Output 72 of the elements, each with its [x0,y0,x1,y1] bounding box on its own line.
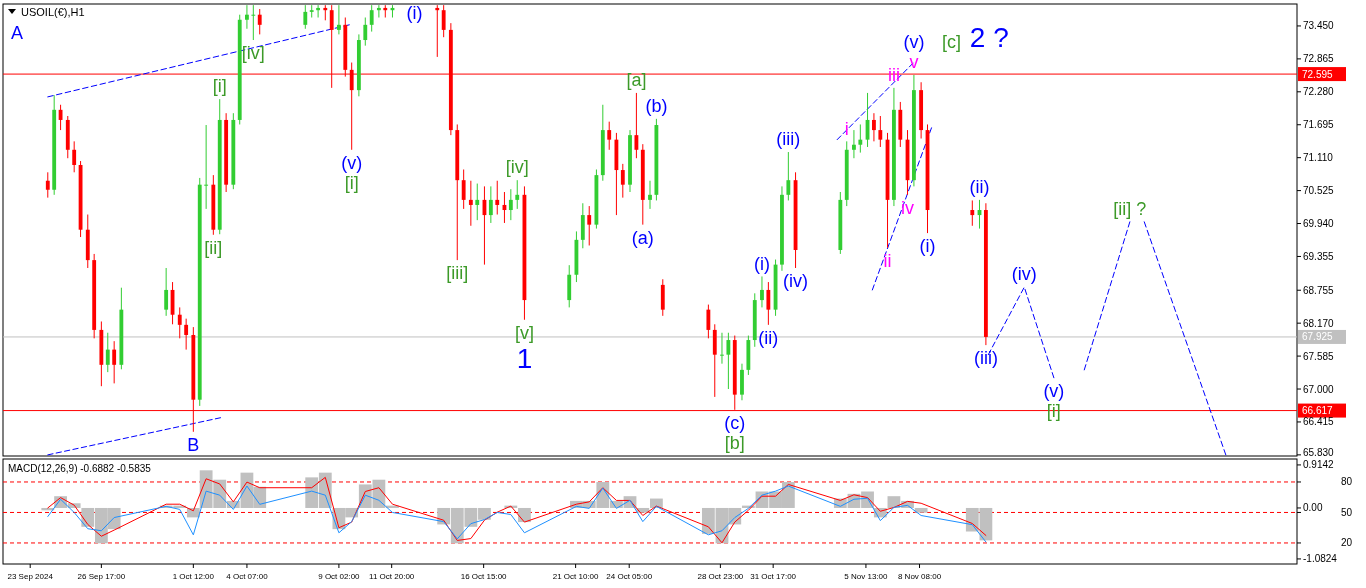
y-tick-label: -1.0824 [1303,553,1338,565]
annotation: (b) [645,96,668,117]
y2-tick-label: 50 [1341,506,1353,518]
annotation: [c] [942,32,962,53]
y-tick-label: 0.9142 [1303,459,1335,471]
y-tick-label: 67.585 [1303,350,1335,362]
annotation: (i) [753,253,770,274]
x-tick-label: 23 Sep 2024 [7,571,54,581]
x-tick-label: 24 Oct 05:00 [606,571,653,581]
y2-tick-label: 80 [1341,476,1353,488]
chart-title: MACD(12,26,9) -0.6882 -0.5835 [8,462,152,474]
annotation: [iii] [446,263,469,284]
annotation: [ii] [204,238,223,259]
y-tick-label: 70.525 [1303,185,1335,197]
annotation: i [844,118,849,139]
annotation: (iii) [973,348,998,369]
annotation: v [909,52,919,73]
annotation: (iv) [1011,264,1037,285]
y-tick-label: 69.940 [1303,218,1335,230]
x-tick-label: 11 Oct 20:00 [369,571,415,581]
annotation: (i) [919,236,936,257]
annotation: [a] [626,70,647,91]
annotation: (v) [1043,381,1065,402]
annotation: [i] [344,173,359,194]
annotation: [b] [724,433,745,454]
y2-tick-label: 20 [1341,537,1353,549]
x-tick-label: 9 Oct 02:00 [318,571,361,581]
annotation: (iii) [776,129,801,150]
x-tick-label: 28 Oct 23:00 [697,571,744,581]
x-tick-label: 16 Oct 15:00 [460,571,508,581]
y-tick-label: 72.280 [1303,86,1335,98]
annotation: [i] [212,76,227,97]
y-tick-label: 68.170 [1303,317,1335,329]
annotation: ii [883,251,892,272]
y-tick-label: 65.830 [1303,446,1335,458]
annotation: [v] [514,323,534,344]
annotation: (iv) [783,271,809,292]
x-tick-label: 8 Nov 08:00 [897,571,942,581]
annotation: (v) [341,153,363,174]
annotation: [iv] [505,157,529,178]
y-tick-label: 71.695 [1303,119,1335,131]
y-tick-label: 0.00 [1303,502,1323,514]
y-tick-label: 68.755 [1303,284,1335,296]
annotation: [ii] ? [1113,199,1147,220]
x-tick-label: 1 Oct 12:00 [172,571,215,581]
annotation: B [187,435,200,456]
annotation: (ii) [969,177,990,198]
x-tick-label: 31 Oct 17:00 [750,571,797,581]
y-tick-label: 66.415 [1303,416,1335,428]
ref-line-label: 72.595 [1302,68,1334,80]
annotation: (ii) [758,328,779,349]
y-tick-label: 73.450 [1303,20,1335,32]
ref-line-label: 66.617 [1302,405,1334,417]
y-tick-label: 67.000 [1303,383,1335,395]
x-tick-label: 26 Sep 17:00 [77,571,126,581]
annotation: [iv] [241,43,265,64]
annotation: (v) [903,32,925,53]
annotation: (c) [724,413,746,434]
x-tick-label: 21 Oct 10:00 [552,571,600,581]
chart-title: USOIL(€),H1 [21,5,85,18]
annotation: 1 [516,342,533,374]
annotation: 2 ? [969,21,1009,53]
y-tick-label: 72.865 [1303,53,1335,65]
ref-line-label: 67.925 [1302,331,1334,343]
x-tick-label: 4 Oct 07:00 [226,571,269,581]
annotation: A [10,23,24,44]
annotation: (a) [631,227,654,248]
annotation: iv [901,198,915,219]
y-tick-label: 71.110 [1303,152,1334,164]
y-tick-label: 69.355 [1303,250,1335,262]
x-tick-label: 5 Nov 13:00 [844,571,889,581]
annotation: (i) [406,3,423,24]
